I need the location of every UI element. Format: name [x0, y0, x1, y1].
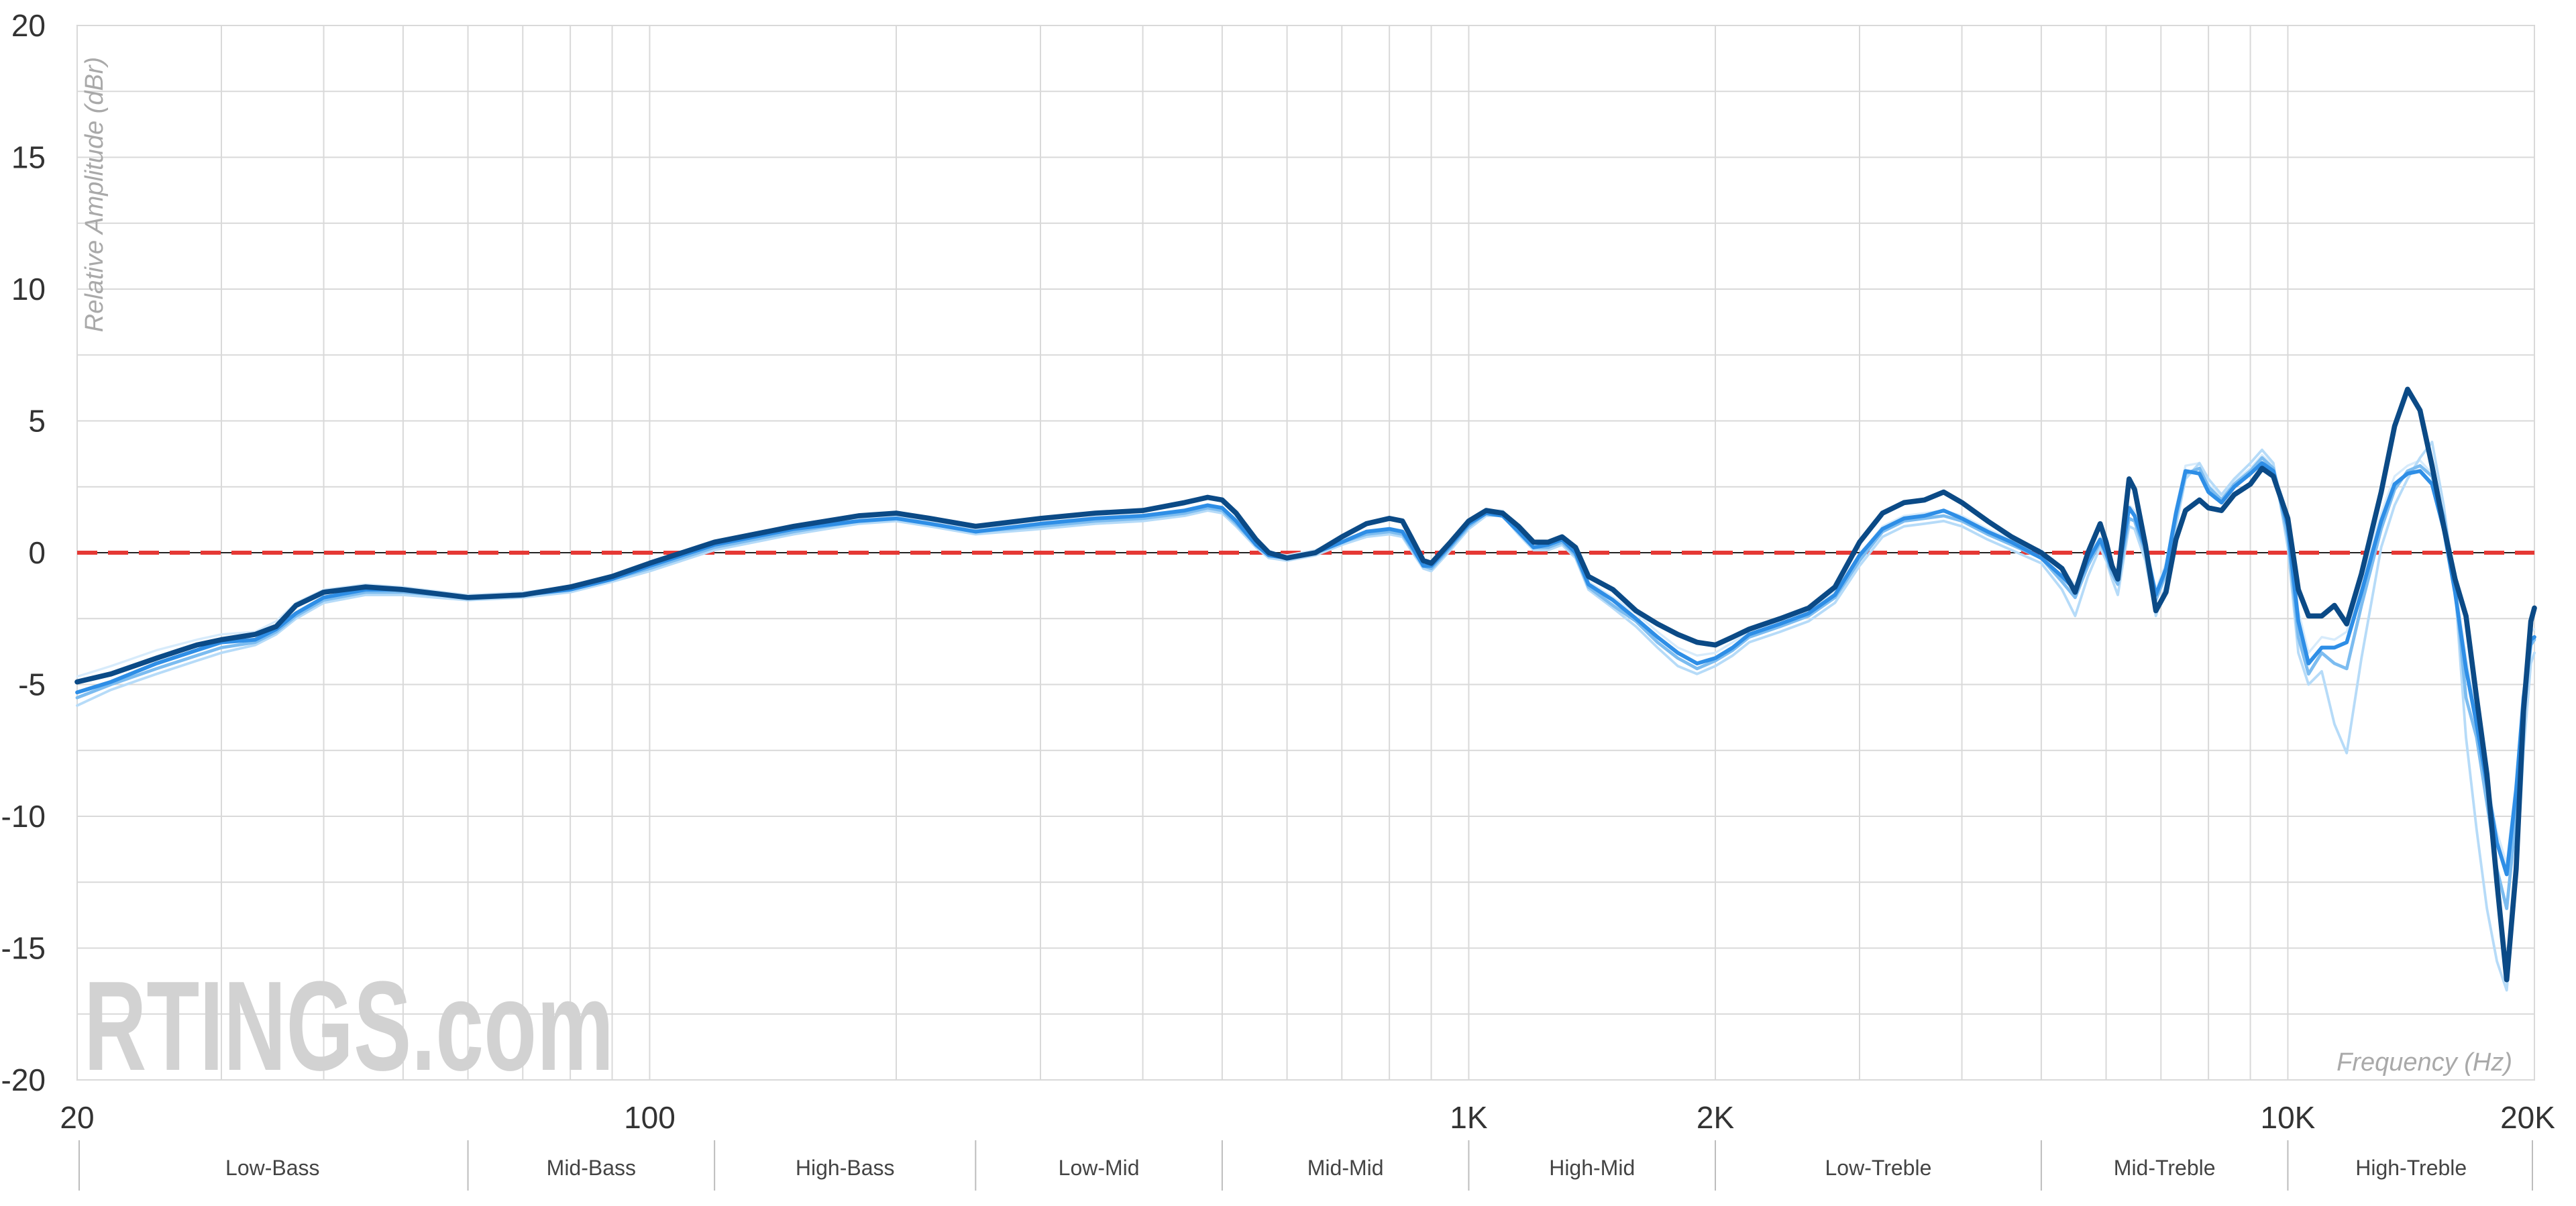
y-tick-label: 0	[28, 535, 46, 570]
rtings-watermark: RTINGS.com	[84, 955, 614, 1097]
y-tick-label: -15	[1, 931, 46, 966]
x-axis-title: Frequency (Hz)	[2337, 1048, 2512, 1077]
y-tick-label: -10	[1, 799, 46, 834]
band-label-high-treble: High-Treble	[2355, 1156, 2467, 1180]
axis-labels: 20 15 10 5 0 -5 -10 -15 -20 20 100 1K 2K 10K 20K Relati…	[1, 8, 2556, 1135]
frequency-bands: Low-Bass Mid-Bass High-Bass Low-Mid Mid-Mid H…	[78, 1140, 2533, 1191]
band-label-low-mid: Low-Mid	[1059, 1156, 1140, 1180]
y-tick-label: 20	[11, 8, 46, 43]
watermark-group: RTINGS.com	[84, 955, 614, 1097]
x-tick-label: 10K	[2261, 1100, 2316, 1135]
series-group	[74, 386, 2537, 992]
band-label-mid-mid: Mid-Mid	[1307, 1156, 1384, 1180]
y-axis-title: Relative Amplitude (dBr)	[80, 57, 109, 332]
y-tick-label: -20	[1, 1062, 46, 1097]
y-tick-label: 5	[28, 404, 46, 439]
series-line-2	[75, 461, 2536, 877]
y-tick-label: -5	[18, 667, 46, 702]
y-tick-label: 15	[11, 140, 46, 175]
x-tick-label: 20	[60, 1100, 94, 1135]
x-tick-label: 2K	[1697, 1100, 1735, 1135]
series-line-1	[74, 386, 2537, 983]
band-label-mid-treble: Mid-Treble	[2114, 1156, 2216, 1180]
band-label-mid-bass: Mid-Bass	[547, 1156, 636, 1180]
x-tick-label: 100	[624, 1100, 676, 1135]
x-tick-label: 20K	[2500, 1100, 2555, 1135]
band-label-high-bass: High-Bass	[796, 1156, 895, 1180]
series-line-5	[76, 453, 2536, 865]
y-tick-label: 10	[11, 272, 46, 307]
band-label-high-mid: High-Mid	[1549, 1156, 1635, 1180]
band-label-low-bass: Low-Bass	[225, 1156, 320, 1180]
band-label-low-treble: Low-Treble	[1825, 1156, 1932, 1180]
series-line-4	[76, 440, 2536, 992]
x-tick-label: 1K	[1450, 1100, 1488, 1135]
